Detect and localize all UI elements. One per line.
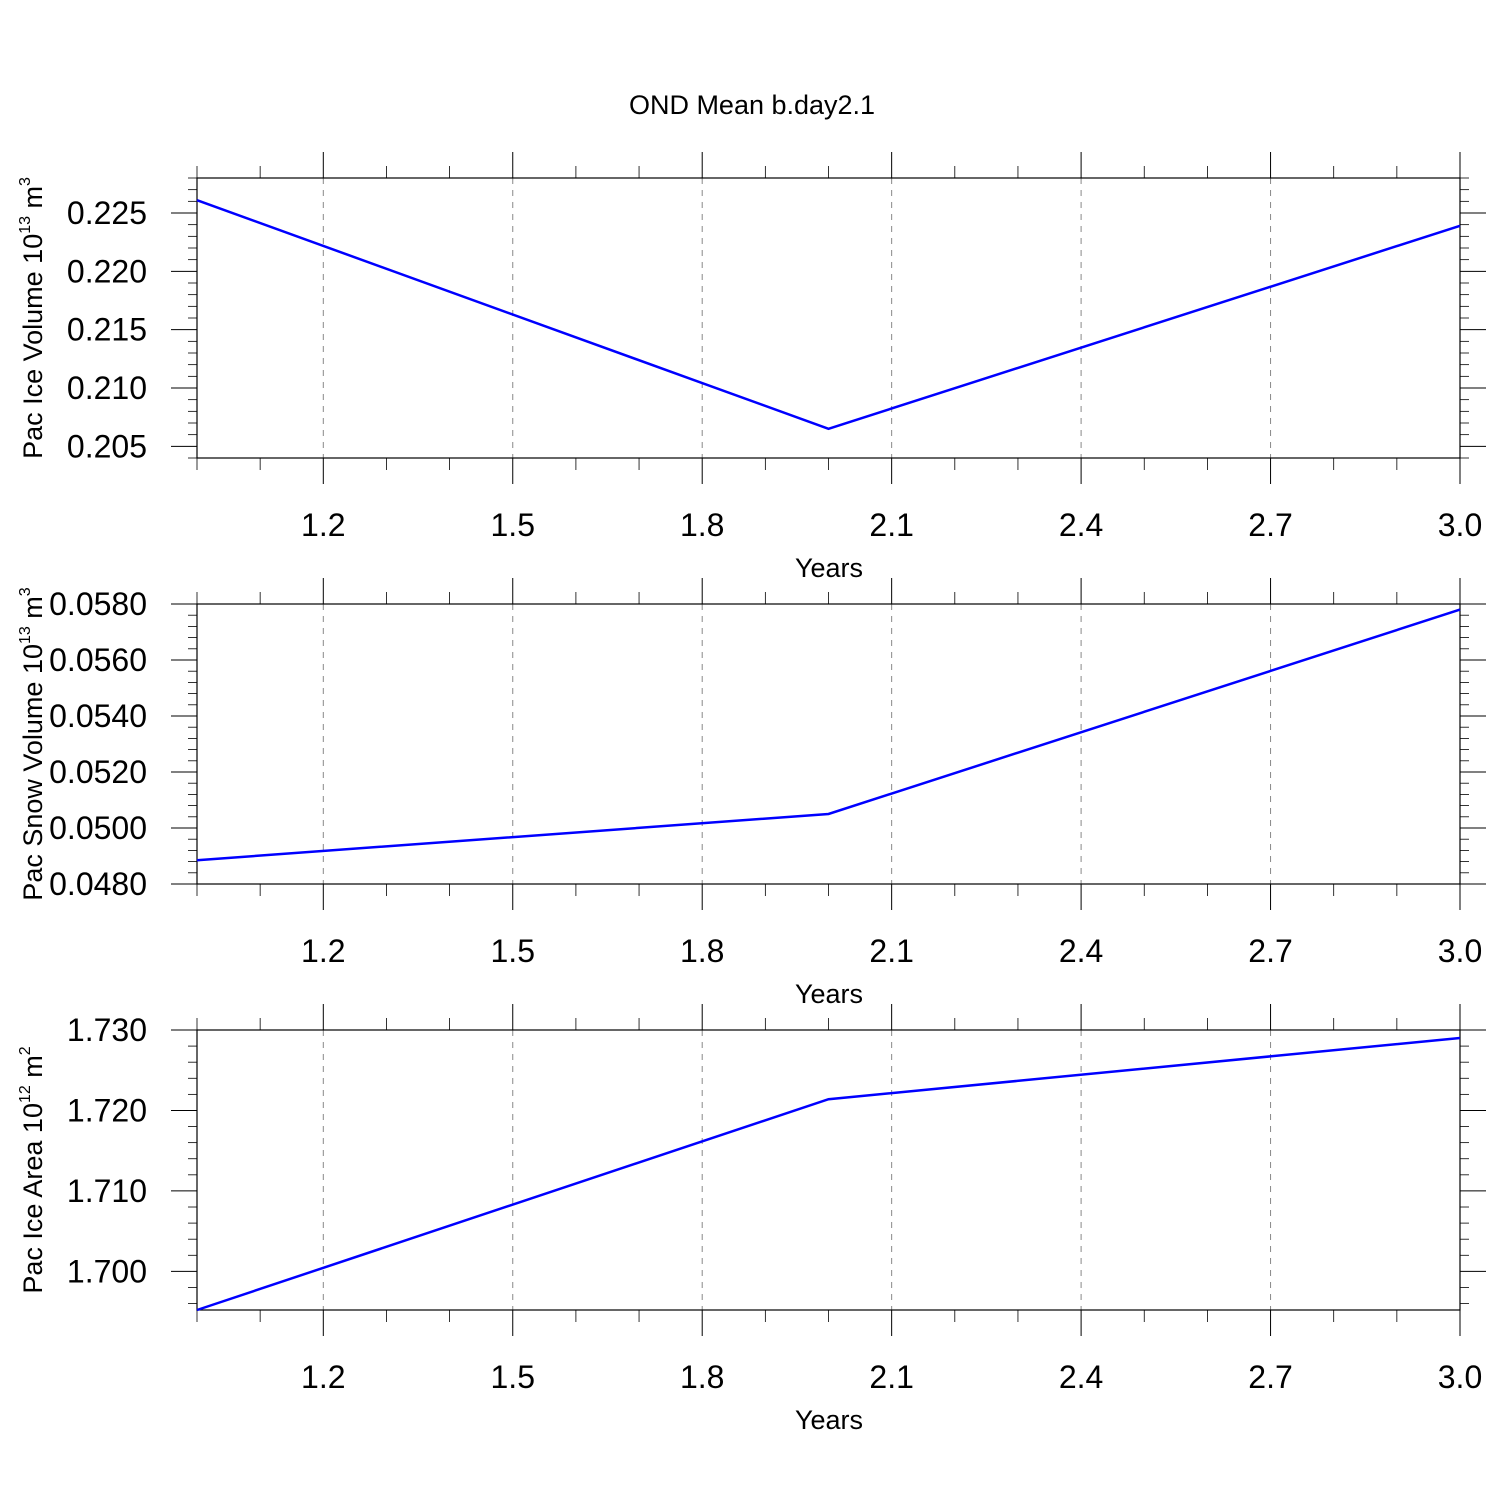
x-tick-label: 1.2 bbox=[301, 1359, 345, 1395]
series-line bbox=[196, 199, 1461, 431]
x-tick-label: 2.4 bbox=[1059, 1359, 1103, 1395]
x-tick-label: 1.8 bbox=[680, 1359, 724, 1395]
series-line bbox=[196, 1036, 1461, 1312]
y-tick-label: 0.0540 bbox=[49, 698, 147, 734]
y-tick-label: 0.205 bbox=[67, 428, 147, 464]
chart-panel-2: 0.0480 0.0500 0.0520 0.0540 0.0560 0.0580 1.2 1… bbox=[17, 578, 1486, 1009]
chart-title: OND Mean b.day2.1 bbox=[629, 90, 875, 120]
y-tick-label: 1.720 bbox=[67, 1092, 147, 1128]
x-axis-label: Years bbox=[795, 553, 863, 583]
panels: 0.205 0.210 0.215 0.220 0.225 1.2 1.5 1.8 2.1 2.4… bbox=[17, 152, 1486, 1435]
x-axis-label: Years bbox=[795, 1405, 863, 1435]
y-tick-label: 1.710 bbox=[67, 1173, 147, 1209]
y-axis-label: Pac Snow Volume 1013 m3 bbox=[17, 587, 48, 900]
y-tick-label: 1.700 bbox=[67, 1253, 147, 1289]
y-axis-label: Pac Ice Area 1012 m2 bbox=[17, 1046, 48, 1293]
y-tick-label: 0.0480 bbox=[49, 866, 147, 902]
x-tick-label: 2.7 bbox=[1248, 507, 1292, 543]
x-tick-label: 3.0 bbox=[1438, 1359, 1482, 1395]
y-tick-label: 0.0500 bbox=[49, 810, 147, 846]
x-tick-label: 1.8 bbox=[680, 507, 724, 543]
y-tick-label: 0.210 bbox=[67, 370, 147, 406]
y-tick-label: 0.0520 bbox=[49, 754, 147, 790]
series-line bbox=[196, 608, 1461, 862]
x-tick-label: 2.1 bbox=[869, 507, 913, 543]
x-tick-label: 1.5 bbox=[491, 1359, 535, 1395]
chart-panel-3: 1.700 1.710 1.720 1.730 1.2 1.5 1.8 2.1 2.4 2.7 3.… bbox=[17, 1004, 1486, 1435]
x-tick-label: 3.0 bbox=[1438, 933, 1482, 969]
x-tick-label: 1.8 bbox=[680, 933, 724, 969]
chart-panel-1: 0.205 0.210 0.215 0.220 0.225 1.2 1.5 1.8 2.1 2.4… bbox=[17, 152, 1486, 583]
x-tick-label: 1.5 bbox=[491, 507, 535, 543]
x-tick-label: 2.1 bbox=[869, 1359, 913, 1395]
y-tick-label: 0.220 bbox=[67, 253, 147, 289]
x-tick-label: 2.7 bbox=[1248, 1359, 1292, 1395]
y-tick-label: 0.0560 bbox=[49, 642, 147, 678]
x-tick-label: 2.7 bbox=[1248, 933, 1292, 969]
y-axis-label: Pac Ice Volume 1013 m3 bbox=[17, 177, 48, 459]
y-tick-label: 0.215 bbox=[67, 312, 147, 348]
y-tick-label: 0.225 bbox=[67, 195, 147, 231]
x-tick-label: 2.4 bbox=[1059, 507, 1103, 543]
y-tick-label: 0.0580 bbox=[49, 586, 147, 622]
x-tick-label: 2.1 bbox=[869, 933, 913, 969]
x-tick-label: 1.2 bbox=[301, 507, 345, 543]
x-tick-label: 3.0 bbox=[1438, 507, 1482, 543]
x-axis-label: Years bbox=[795, 979, 863, 1009]
x-tick-label: 2.4 bbox=[1059, 933, 1103, 969]
y-tick-label: 1.730 bbox=[67, 1012, 147, 1048]
x-tick-label: 1.5 bbox=[491, 933, 535, 969]
x-tick-label: 1.2 bbox=[301, 933, 345, 969]
